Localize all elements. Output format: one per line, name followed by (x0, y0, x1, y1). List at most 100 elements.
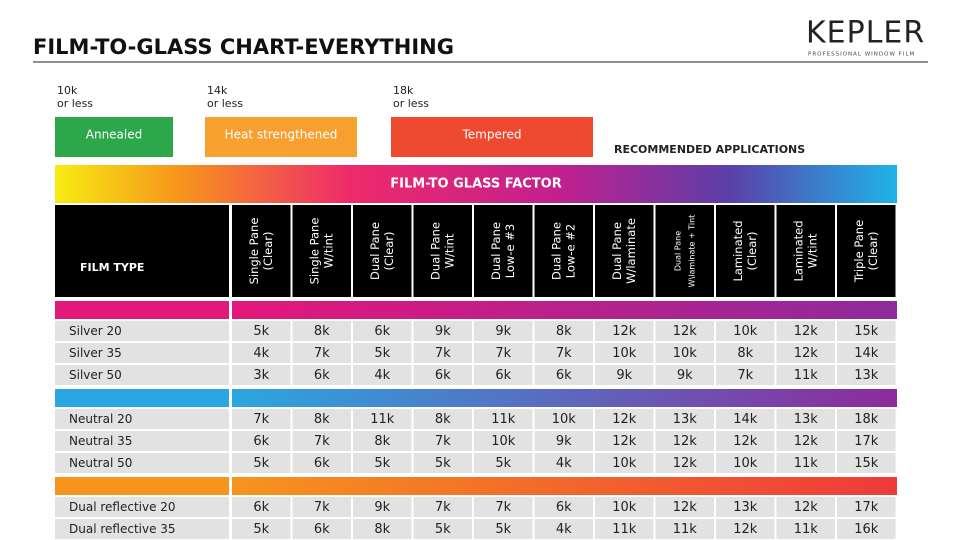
value-cell (595, 365, 654, 385)
column-header: W/tint (805, 233, 819, 268)
value-cell (837, 519, 896, 539)
value-cell (353, 519, 412, 539)
header-cell (534, 205, 593, 297)
value: 12k (673, 434, 698, 449)
value-cell (232, 497, 291, 517)
film-type: Neutral 50 (69, 456, 132, 470)
value: 9k (677, 368, 693, 383)
value: 12k (673, 324, 698, 339)
value-cell (292, 519, 351, 539)
value: 7k (314, 434, 330, 449)
value-cell (776, 365, 835, 385)
film-type: Dual reflective 20 (69, 500, 176, 514)
header-cell (776, 205, 835, 297)
group-bar (55, 477, 229, 495)
column-header: W/laminate (624, 218, 638, 284)
value: 8k (374, 434, 390, 449)
value-cell (837, 343, 896, 363)
column-header: Dual Pane (489, 222, 503, 280)
header-cell (595, 205, 654, 297)
value: 12k (673, 456, 698, 471)
value-cell (655, 409, 714, 429)
value: 8k (374, 522, 390, 537)
value: 11k (794, 456, 819, 471)
value-cell (413, 365, 472, 385)
value-cell (232, 453, 291, 473)
column-header: Laminated (731, 220, 745, 281)
value: 10k (733, 456, 758, 471)
value-cell (353, 365, 412, 385)
value: 6k (314, 368, 330, 383)
value-cell (413, 497, 472, 517)
value-cell (413, 453, 472, 473)
value-cell (655, 497, 714, 517)
value: 6k (495, 368, 511, 383)
column-header: (Clear) (382, 231, 396, 270)
value: 4k (374, 368, 390, 383)
value: 7k (495, 346, 511, 361)
value: 12k (673, 500, 698, 515)
group-bar (232, 301, 897, 319)
factor-band (55, 165, 897, 203)
value: 4k (556, 522, 572, 537)
value: 5k (435, 456, 451, 471)
value-cell (474, 497, 533, 517)
value-cell (534, 343, 593, 363)
value-cell (413, 343, 472, 363)
value-cell (595, 321, 654, 341)
group-bar (232, 389, 897, 407)
value-cell (716, 453, 775, 473)
value: 3k (253, 368, 269, 383)
value-cell (292, 321, 351, 341)
value-cell (353, 343, 412, 363)
header-cell (292, 205, 351, 297)
value: 10k (612, 456, 637, 471)
row-cell (55, 519, 229, 539)
value: 14k (854, 346, 879, 361)
value-cell (353, 453, 412, 473)
value: 5k (374, 346, 390, 361)
value: 8k (556, 324, 572, 339)
value-cell (534, 431, 593, 451)
column-header: Dual Pane (428, 222, 442, 280)
header-cell (474, 205, 533, 297)
value-cell (534, 497, 593, 517)
value-cell (534, 519, 593, 539)
legend-threshold: or less (393, 97, 429, 110)
value-cell (292, 453, 351, 473)
value: 15k (854, 456, 879, 471)
value: 7k (435, 434, 451, 449)
film-type: Neutral 35 (69, 434, 132, 448)
value-cell (534, 365, 593, 385)
value: 12k (612, 324, 637, 339)
column-header: Dual Pane (549, 222, 563, 280)
value-cell (232, 519, 291, 539)
value-cell (716, 321, 775, 341)
column-header: Low-e #3 (503, 224, 517, 278)
value-cell (413, 431, 472, 451)
value-cell (353, 497, 412, 517)
value-cell (655, 321, 714, 341)
header-cell (413, 205, 472, 297)
value: 6k (556, 368, 572, 383)
value-cell (413, 519, 472, 539)
row-cell (55, 453, 229, 473)
value-cell (595, 431, 654, 451)
value-cell (655, 431, 714, 451)
value: 10k (673, 346, 698, 361)
value: 6k (253, 434, 269, 449)
value: 6k (435, 368, 451, 383)
value: 16k (854, 522, 879, 537)
value-cell (474, 453, 533, 473)
header-cell (232, 205, 291, 297)
value-cell (413, 321, 472, 341)
value: 7k (314, 346, 330, 361)
value-cell (776, 431, 835, 451)
column-header: Laminated (791, 220, 805, 281)
value-cell (716, 519, 775, 539)
row-cell (55, 409, 229, 429)
value: 7k (435, 346, 451, 361)
header-cell (655, 205, 714, 297)
column-header: W\laminate + Tint (687, 215, 696, 288)
legend-label: Annealed (86, 128, 143, 142)
